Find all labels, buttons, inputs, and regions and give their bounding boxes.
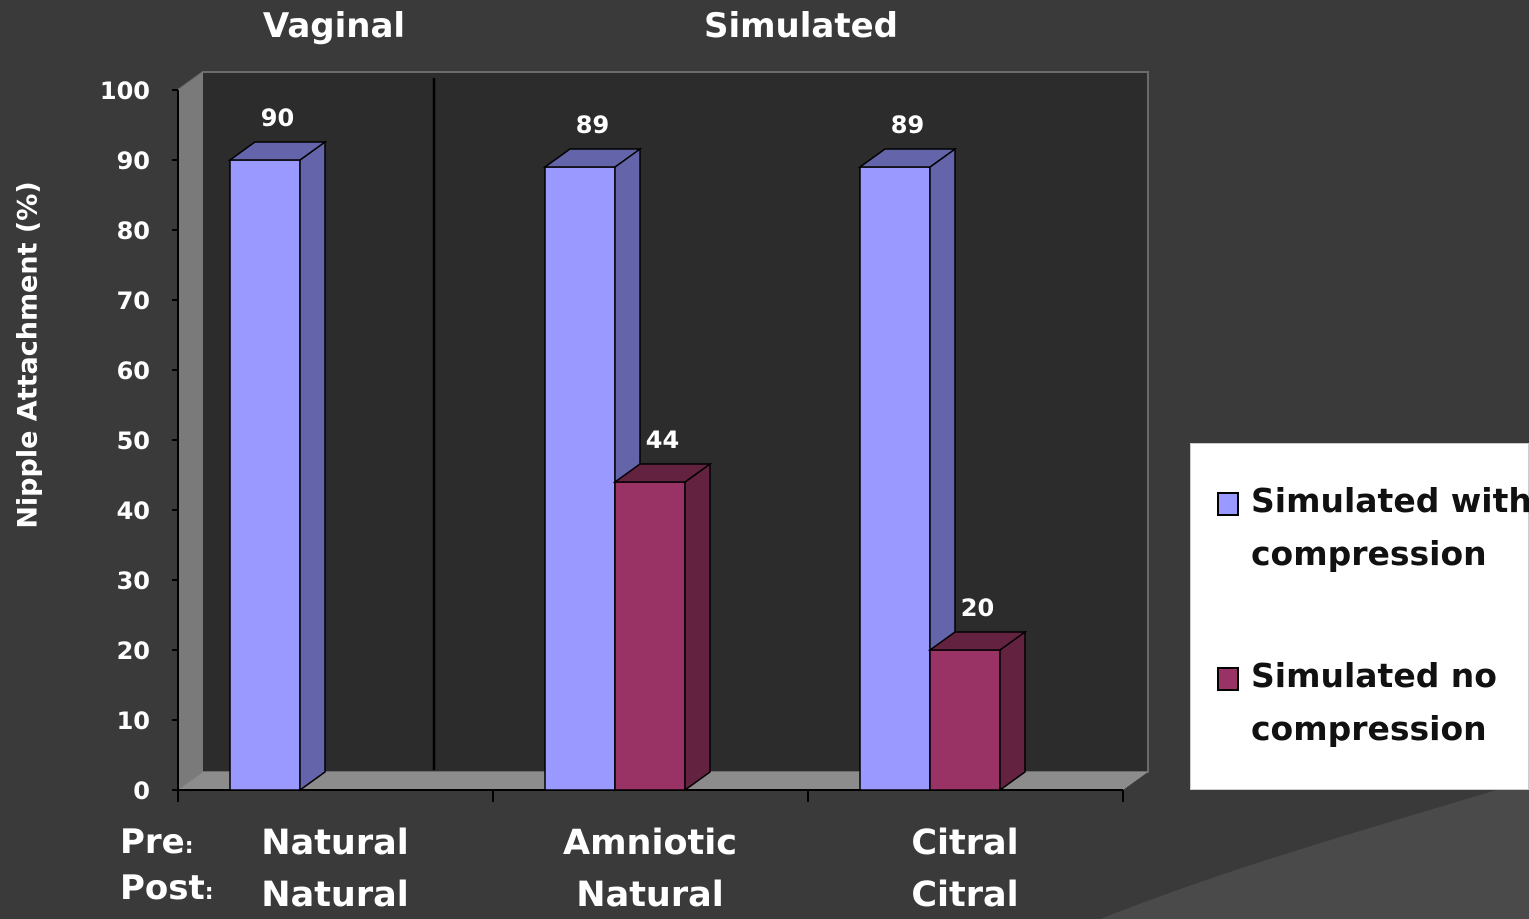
bar-side [299, 140, 326, 792]
y-tick-label: 70 [117, 287, 150, 315]
y-tick-label: 0 [133, 777, 150, 805]
legend-item-no-compression: Simulated no compression [1217, 656, 1529, 755]
pre-colon: : [184, 834, 194, 859]
legend-label-no-compression: Simulated no compression [1251, 656, 1497, 748]
data-label: 89 [891, 111, 924, 139]
bar-side [999, 630, 1026, 792]
y-tick-label: 50 [117, 427, 150, 455]
bar-front [544, 166, 616, 791]
legend-swatch-no-compression [1217, 667, 1239, 691]
bar-front [859, 166, 931, 791]
post-label: Post [120, 868, 205, 908]
data-label: 90 [261, 104, 294, 132]
data-label: 20 [961, 594, 994, 622]
bar-front [229, 159, 301, 791]
category-post-label: Natural [261, 875, 409, 915]
bar-top [612, 463, 713, 483]
pre-label: Pre [120, 822, 185, 862]
data-label: 89 [576, 111, 609, 139]
y-tick-label: 10 [117, 707, 150, 735]
category-pre-label: Amniotic [563, 823, 737, 863]
bar-side [684, 462, 711, 792]
post-row-label: Post: [120, 868, 214, 908]
bar-top [857, 148, 958, 168]
bar-top [542, 148, 643, 168]
y-tick-label: 60 [117, 357, 150, 385]
bar-front [929, 649, 1001, 791]
legend-label-with-compression: Simulated with compression [1251, 481, 1529, 573]
post-colon: : [204, 880, 214, 905]
category-post-label: Natural [576, 875, 724, 915]
y-tick-label: 90 [117, 147, 150, 175]
bar-front [614, 481, 686, 791]
y-tick-label: 20 [117, 637, 150, 665]
y-tick-label: 100 [100, 77, 150, 105]
legend: Simulated with compression Simulated no … [1190, 443, 1529, 790]
category-post-label: Citral [911, 875, 1019, 915]
category-pre-label: Citral [911, 823, 1019, 863]
chart-side-wall [178, 72, 203, 790]
data-label: 44 [646, 426, 679, 454]
header-vaginal: Vaginal [262, 6, 406, 46]
category-pre-label: Natural [261, 823, 409, 863]
y-tick-label: 80 [117, 217, 150, 245]
pre-row-label: Pre: [120, 822, 194, 862]
legend-item-with-compression: Simulated with compression [1217, 481, 1529, 580]
bar-top [227, 141, 328, 161]
bar-top [927, 631, 1028, 651]
legend-swatch-with-compression [1217, 492, 1239, 516]
y-tick-label: 40 [117, 497, 150, 525]
y-tick-label: 30 [117, 567, 150, 595]
header-simulated: Simulated [703, 6, 899, 46]
